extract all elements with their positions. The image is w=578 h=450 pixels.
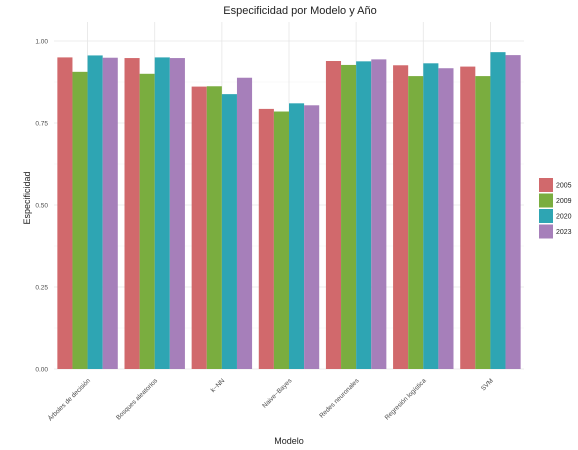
- legend: 2005 2009 2020 2023: [539, 178, 572, 239]
- bar: [475, 76, 491, 369]
- bar: [356, 61, 372, 369]
- legend-label: 2009: [556, 198, 572, 205]
- legend-swatch: [539, 178, 553, 192]
- bar: [325, 61, 342, 370]
- legend-swatch: [539, 224, 553, 239]
- legend-label: 2005: [556, 183, 572, 190]
- bar: [505, 55, 521, 369]
- bar: [258, 108, 274, 370]
- x-tick-label: Redes neuronales: [318, 377, 361, 420]
- bar: [87, 55, 103, 369]
- x-tick-label: SVM: [480, 377, 495, 392]
- bar: [169, 58, 185, 369]
- y-tick-label: 0.00: [35, 366, 48, 373]
- x-tick-label: Naive−Bayes: [261, 377, 294, 410]
- bar: [460, 66, 476, 370]
- x-tick-label: Regresión logística: [384, 377, 428, 421]
- bar: [289, 103, 305, 369]
- y-tick-label: 1.00: [35, 38, 48, 45]
- bar: [154, 57, 170, 370]
- bar: [102, 57, 118, 370]
- bar: [221, 94, 237, 370]
- x-axis-title: Modelo: [274, 436, 304, 446]
- bar: [438, 68, 454, 369]
- bar: [304, 105, 320, 370]
- bar: [57, 57, 73, 370]
- bar: [72, 71, 88, 369]
- bar: [206, 86, 222, 369]
- bar: [393, 65, 409, 369]
- bar: [191, 86, 207, 369]
- legend-swatch: [539, 193, 553, 208]
- bar: [371, 59, 387, 369]
- bar: [236, 77, 253, 370]
- y-tick-label: 0.75: [35, 120, 48, 127]
- bars: [57, 52, 521, 370]
- y-tick-label: 0.25: [35, 284, 48, 291]
- legend-label: 2020: [556, 214, 572, 221]
- chart-title: Especificidad por Modelo y Año: [223, 5, 376, 17]
- legend-swatch: [539, 209, 553, 223]
- bar: [423, 63, 439, 369]
- legend-label: 2023: [556, 229, 572, 236]
- y-tick-label: 0.50: [35, 202, 48, 209]
- bar: [490, 52, 506, 369]
- y-axis-title: Especificidad: [22, 171, 32, 224]
- bar: [341, 64, 357, 369]
- bar: [273, 111, 289, 370]
- x-tick-label: Árboles de decisión: [46, 376, 93, 423]
- bar: [139, 73, 155, 370]
- x-tick-label: Bosques aleatorios: [115, 377, 160, 422]
- bar: [124, 58, 140, 369]
- bar: [408, 76, 424, 369]
- x-tick-label: k−NN: [210, 377, 227, 394]
